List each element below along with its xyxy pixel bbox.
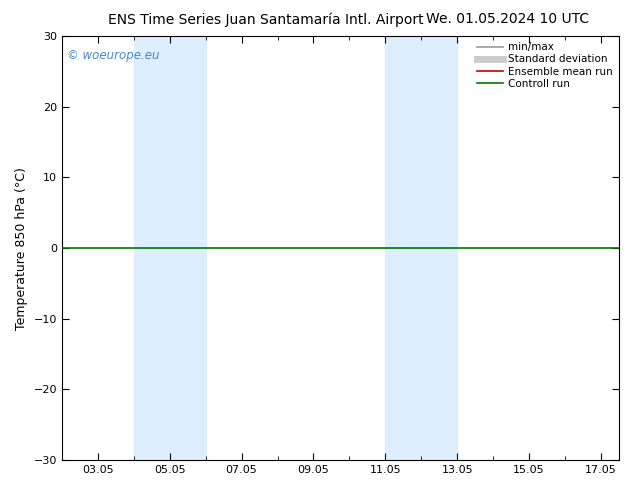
Text: © woeurope.eu: © woeurope.eu [67,49,160,62]
Text: We. 01.05.2024 10 UTC: We. 01.05.2024 10 UTC [425,12,589,26]
Bar [385,36,457,460]
Y-axis label: Temperature 850 hPa (°C): Temperature 850 hPa (°C) [15,167,28,330]
Text: ENS Time Series Juan Santamaría Intl. Airport: ENS Time Series Juan Santamaría Intl. Ai… [108,12,424,27]
Bar [134,36,205,460]
Legend: min/max, Standard deviation, Ensemble mean run, Controll run: min/max, Standard deviation, Ensemble me… [472,38,617,93]
